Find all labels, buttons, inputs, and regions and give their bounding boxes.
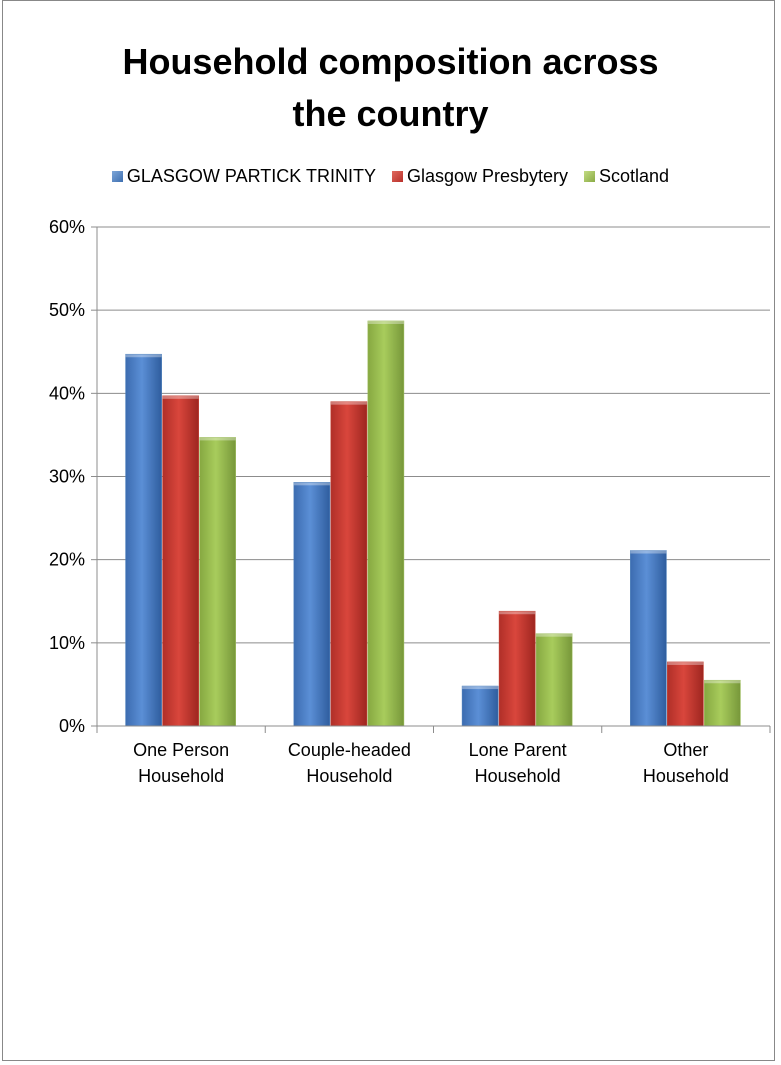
bar-highlight <box>462 686 499 690</box>
bar-3-4 <box>704 679 741 727</box>
x-category-label: Lone Parent Household <box>469 740 567 786</box>
bar-1-3 <box>461 685 499 727</box>
bar-2-3 <box>498 610 536 727</box>
legend-swatch-series-2 <box>391 171 403 182</box>
bar-1-2 <box>293 482 331 727</box>
y-tick-label: 30% <box>49 467 85 487</box>
legend-item-series-1: GLASGOW PARTICK TRINITY <box>111 166 376 187</box>
bar-highlight <box>293 482 330 486</box>
bar-highlight <box>199 437 236 441</box>
x-category-label: Couple-headed Household <box>288 740 411 786</box>
bar-highlight <box>330 401 367 405</box>
legend-item-series-3: Scotland <box>584 166 669 187</box>
legend-label-series-1: GLASGOW PARTICK TRINITY <box>126 166 376 186</box>
x-axis-category-labels: One Person Household Couple-headed Househol… <box>133 740 729 786</box>
chart-title: Household composition across the country <box>122 41 659 134</box>
bar-3-1 <box>199 437 236 727</box>
bar-highlight <box>536 633 573 637</box>
x-category-label: Other Household <box>643 740 729 786</box>
y-tick-label: 50% <box>49 300 85 320</box>
y-tick-label: 0% <box>59 716 85 736</box>
bars <box>125 320 741 727</box>
bar-2-2 <box>330 401 368 727</box>
y-tick-label: 10% <box>49 633 85 653</box>
bar-3-2 <box>367 320 405 727</box>
y-axis-tick-labels: 0% 10% 20% 30% 40% 50% 60% <box>49 217 85 736</box>
y-tick-label: 20% <box>49 550 85 570</box>
bar-1-1 <box>125 353 162 727</box>
x-category-label: One Person Household <box>133 740 229 786</box>
bar-highlight <box>125 354 162 358</box>
legend-item-series-2: Glasgow Presbytery <box>391 166 569 187</box>
legend-swatch-series-3 <box>584 171 596 182</box>
legend-label-series-3: Scotland <box>599 166 670 186</box>
bar-1-4 <box>630 550 667 727</box>
bar-highlight <box>704 680 741 684</box>
bar-highlight <box>499 611 536 615</box>
legend: GLASGOW PARTICK TRINITY Glasgow Presbyte… <box>0 166 781 187</box>
bar-2-1 <box>162 395 199 727</box>
y-tick-label: 40% <box>49 383 85 403</box>
y-tick-label: 60% <box>49 217 85 237</box>
bar-highlight <box>162 395 199 399</box>
bar-highlight <box>667 661 704 665</box>
bar-highlight <box>367 320 404 324</box>
legend-swatch-series-1 <box>111 171 123 182</box>
legend-label-series-2: Glasgow Presbytery <box>406 166 569 186</box>
bar-2-4 <box>667 661 704 727</box>
bar-highlight <box>630 550 667 554</box>
bar-3-3 <box>535 633 573 727</box>
axes <box>96 227 771 733</box>
